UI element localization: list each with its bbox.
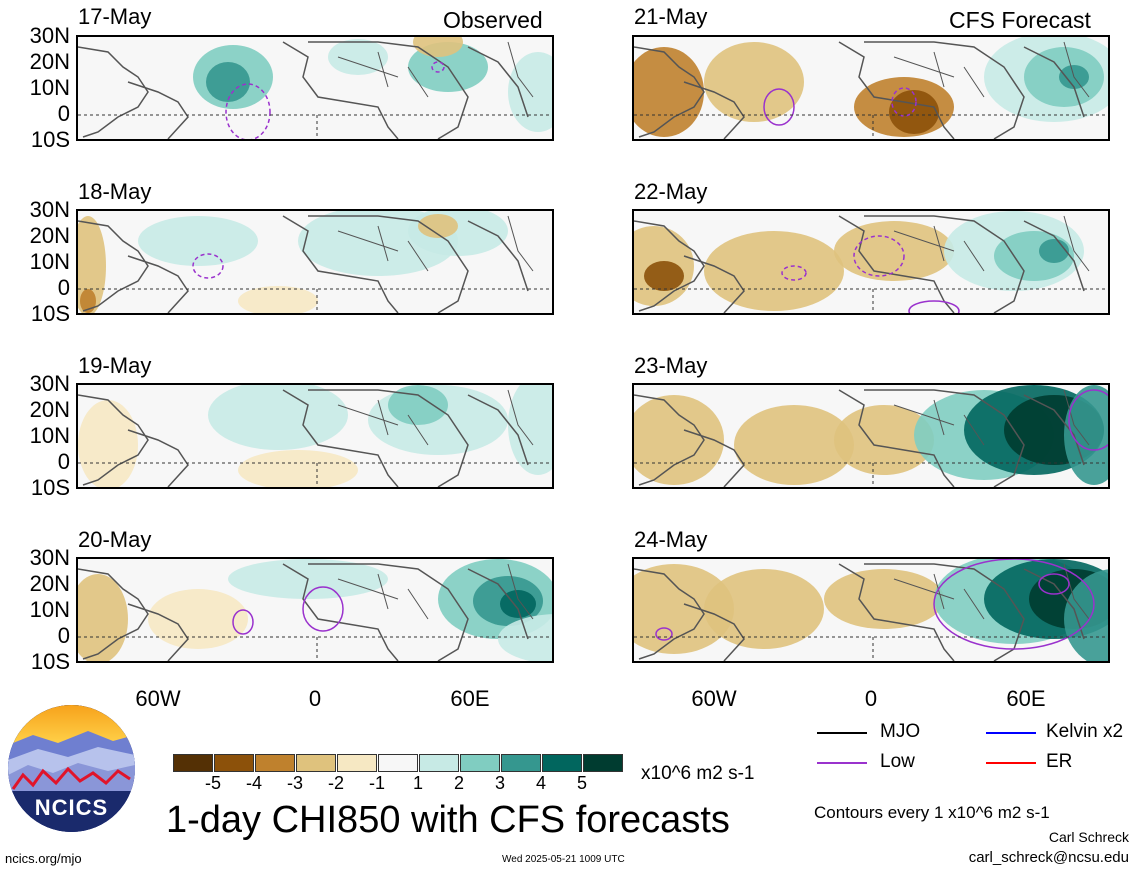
colorbar-swatch [501,754,541,772]
y-tick-label: 30N [29,23,70,48]
legend-line-kelvin [986,732,1036,734]
colorbar-tick: 3 [494,773,505,793]
colorbar-tick: -5 [204,773,221,793]
panel-date: 21-May [634,4,708,29]
colorbar-swatch [542,754,582,772]
panel-date: 20-May [78,527,152,552]
legend-line-low [817,762,867,764]
legend-label-low: Low [880,751,915,772]
panel-date: 22-May [634,179,708,204]
panel-date: 18-May [78,179,152,204]
logo-text: NCICS [34,795,109,820]
map-panel-22-may [632,209,1110,315]
y-tick-label: 10N [29,75,70,100]
y-tick-label: 10S [30,301,70,326]
x-tick-label: 60W [691,686,737,711]
map-panel-20-may [76,557,554,663]
colorbar-swatch [337,754,377,772]
x-tick-label: 60E [1006,686,1046,711]
author-name: Carl Schreck [1048,829,1129,845]
author-email[interactable]: carl_schreck@ncsu.edu [968,849,1129,866]
observed-title: Observed [443,7,543,33]
colorbar-tick: -2 [327,773,344,793]
y-tick-label: 30N [29,197,70,222]
colorbar-tick: -4 [245,773,262,793]
contour-note: Contours every 1 x10^6 m2 s-1 [814,803,1050,822]
colorbar-tick: -3 [286,773,303,793]
timestamp: Wed 2025-05-21 1009 UTC [502,854,625,865]
colorbar-tick: 1 [412,773,423,793]
y-tick-label: 10S [30,649,70,674]
panel-date: 19-May [78,353,152,378]
colorbar-tick: 2 [453,773,464,793]
y-tick-label: 10N [29,597,70,622]
legend-label-kelvin: Kelvin x2 [1046,721,1124,742]
map-panel-24-may [632,557,1110,663]
map-panel-17-may [76,35,554,141]
y-tick-label: 10S [30,475,70,500]
y-tick-label: 30N [29,545,70,570]
y-tick-label: 0 [57,623,70,648]
colorbar-swatch [296,754,336,772]
main-title: 1-day CHI850 with CFS forecasts [166,799,730,841]
y-tick-label: 20N [29,49,70,74]
x-tick-label: 60E [450,686,490,711]
y-tick-label: 10N [29,249,70,274]
y-tick-label: 20N [29,397,70,422]
map-panel-19-may [76,383,554,489]
y-tick-label: 30N [29,371,70,396]
legend-label-er: ER [1046,751,1073,772]
y-tick-label: 10N [29,423,70,448]
y-tick-label: 0 [57,275,70,300]
panel-date: 17-May [78,4,152,29]
colorbar-units: x10^6 m2 s-1 [641,763,755,784]
x-tick-label: 0 [864,686,878,711]
y-tick-label: 10S [30,127,70,152]
y-tick-label: 20N [29,223,70,248]
mountain-logo-icon [8,705,135,832]
colorbar-swatch [173,754,213,772]
colorbar-tick: 5 [576,773,587,793]
y-tick-label: 0 [57,449,70,474]
colorbar-swatch [460,754,500,772]
colorbar-swatch [255,754,295,772]
map-panel-21-may [632,35,1110,141]
colorbar-tick: -1 [368,773,385,793]
panel-date: 23-May [634,353,708,378]
colorbar-swatch [378,754,418,772]
colorbar-swatch [214,754,254,772]
colorbar-swatch [583,754,623,772]
map-panel-23-may [632,383,1110,489]
y-tick-label: 20N [29,571,70,596]
ncics-logo: NCICS [8,705,135,832]
x-tick-label: 0 [308,686,322,711]
map-panel-18-may [76,209,554,315]
x-tick-label: 60W [135,686,181,711]
colorbar-swatch [419,754,459,772]
legend-line-er [986,762,1036,764]
panel-date: 24-May [634,527,708,552]
y-tick-label: 0 [57,101,70,126]
colorbar-tick: 4 [535,773,546,793]
cfs-forecast-title: CFS Forecast [949,7,1091,33]
legend-line-mjo [817,732,867,734]
site-link[interactable]: ncics.org/mjo [5,851,82,866]
legend-label-mjo: MJO [880,721,921,742]
